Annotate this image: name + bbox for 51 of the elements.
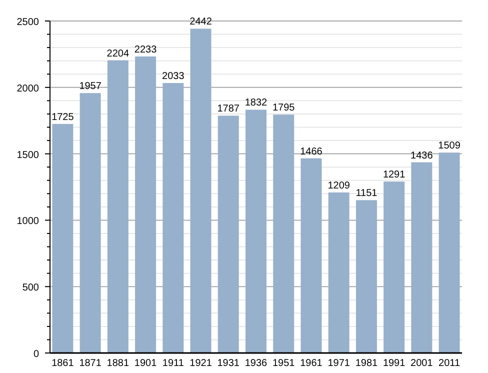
x-tick-label: 1936: [244, 358, 268, 369]
data-label: 1787: [217, 104, 240, 115]
x-tick-label: 1931: [217, 358, 240, 369]
x-tick-label: 1981: [355, 358, 378, 369]
y-tick-label: 2000: [16, 83, 40, 94]
x-tick-label: 1971: [328, 358, 350, 369]
data-label: 1436: [410, 150, 434, 162]
bar: [411, 162, 432, 353]
x-tick-label: 1951: [272, 358, 296, 369]
bar: [190, 28, 212, 353]
x-tick-label: 1881: [106, 358, 130, 369]
data-label: 1291: [382, 170, 406, 181]
bar: [135, 56, 156, 353]
bar: [356, 200, 377, 353]
x-tick-label: 1921: [190, 358, 212, 369]
x-tick-label: 1861: [52, 358, 74, 369]
bar: [273, 114, 294, 353]
data-label: 2233: [134, 44, 158, 56]
data-label: 2033: [162, 71, 185, 82]
bar: [107, 60, 128, 353]
y-tick-label: 1000: [16, 216, 40, 228]
data-label: 1832: [244, 98, 268, 109]
bar: [384, 182, 405, 353]
bar: [218, 116, 239, 353]
bar: [80, 93, 101, 353]
x-tick-label: 1961: [300, 358, 323, 369]
x-tick-label: 1991: [382, 358, 406, 369]
y-tick-label: 500: [22, 282, 40, 294]
y-tick-label: 2500: [16, 17, 40, 28]
bar: [52, 124, 74, 353]
data-label: 1509: [438, 140, 461, 152]
bar: [438, 152, 460, 353]
bar: [162, 83, 184, 353]
x-tick-label: 1901: [134, 358, 158, 369]
data-label: 2204: [106, 48, 130, 60]
data-label: 1209: [328, 180, 350, 192]
data-label: 2442: [190, 16, 212, 28]
data-label: 1151: [356, 188, 378, 200]
data-label: 1466: [300, 146, 323, 158]
bar: [328, 192, 350, 353]
y-tick-label: 0: [33, 349, 40, 360]
y-tick-label: 1500: [16, 150, 40, 161]
x-tick-label: 1871: [79, 358, 102, 369]
bar: [246, 110, 266, 353]
x-tick-label: 1911: [162, 358, 184, 369]
bar: [300, 158, 322, 353]
data-label: 1957: [79, 81, 102, 92]
data-label: 1725: [52, 112, 74, 123]
data-label: 1795: [272, 102, 296, 114]
x-tick-label: 2011: [438, 358, 460, 369]
x-tick-label: 2001: [410, 358, 434, 369]
